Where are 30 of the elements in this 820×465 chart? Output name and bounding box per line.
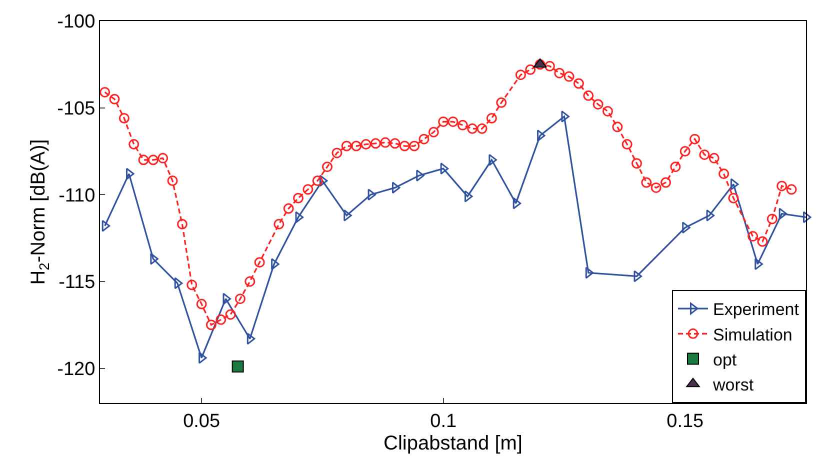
x-axis-title: Clipabstand [m] <box>384 432 522 454</box>
x-tick-label: 0.15 <box>666 410 704 432</box>
legend-label: opt <box>713 350 737 370</box>
legend-label: Experiment <box>713 300 800 320</box>
y-tick-label: -110 <box>58 185 96 206</box>
point <box>706 210 715 222</box>
point <box>512 197 522 210</box>
y-tick-label: -105 <box>57 98 96 120</box>
point <box>730 178 739 190</box>
point <box>232 360 244 373</box>
point <box>778 208 788 220</box>
y-tick-label: -115 <box>58 272 96 294</box>
point <box>368 188 376 201</box>
point <box>561 110 570 122</box>
point <box>174 277 183 290</box>
x-tick-label: 0.05 <box>183 410 220 432</box>
legend-label: Simulation <box>713 325 792 344</box>
point <box>392 182 400 194</box>
point <box>246 332 256 345</box>
point <box>102 220 110 232</box>
y-tick-label: -120 <box>57 358 96 380</box>
point <box>319 174 328 187</box>
x-tick-label: 0.1 <box>430 410 457 432</box>
point <box>585 266 594 279</box>
point <box>295 211 304 224</box>
point <box>416 170 424 182</box>
legend-label: worst <box>712 375 754 394</box>
y-tick-label: -100 <box>57 12 96 33</box>
point <box>344 210 352 222</box>
point <box>440 162 449 175</box>
